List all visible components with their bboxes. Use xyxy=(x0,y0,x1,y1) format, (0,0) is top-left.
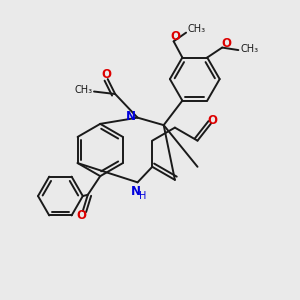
Text: O: O xyxy=(207,114,218,127)
Text: O: O xyxy=(221,37,231,50)
Text: N: N xyxy=(126,110,136,123)
Text: N: N xyxy=(131,184,141,198)
Text: O: O xyxy=(101,68,112,81)
Text: CH₃: CH₃ xyxy=(75,85,93,95)
Text: H: H xyxy=(139,191,147,201)
Text: CH₃: CH₃ xyxy=(241,44,259,54)
Text: O: O xyxy=(76,209,87,222)
Text: CH₃: CH₃ xyxy=(188,24,206,34)
Text: O: O xyxy=(170,30,180,44)
